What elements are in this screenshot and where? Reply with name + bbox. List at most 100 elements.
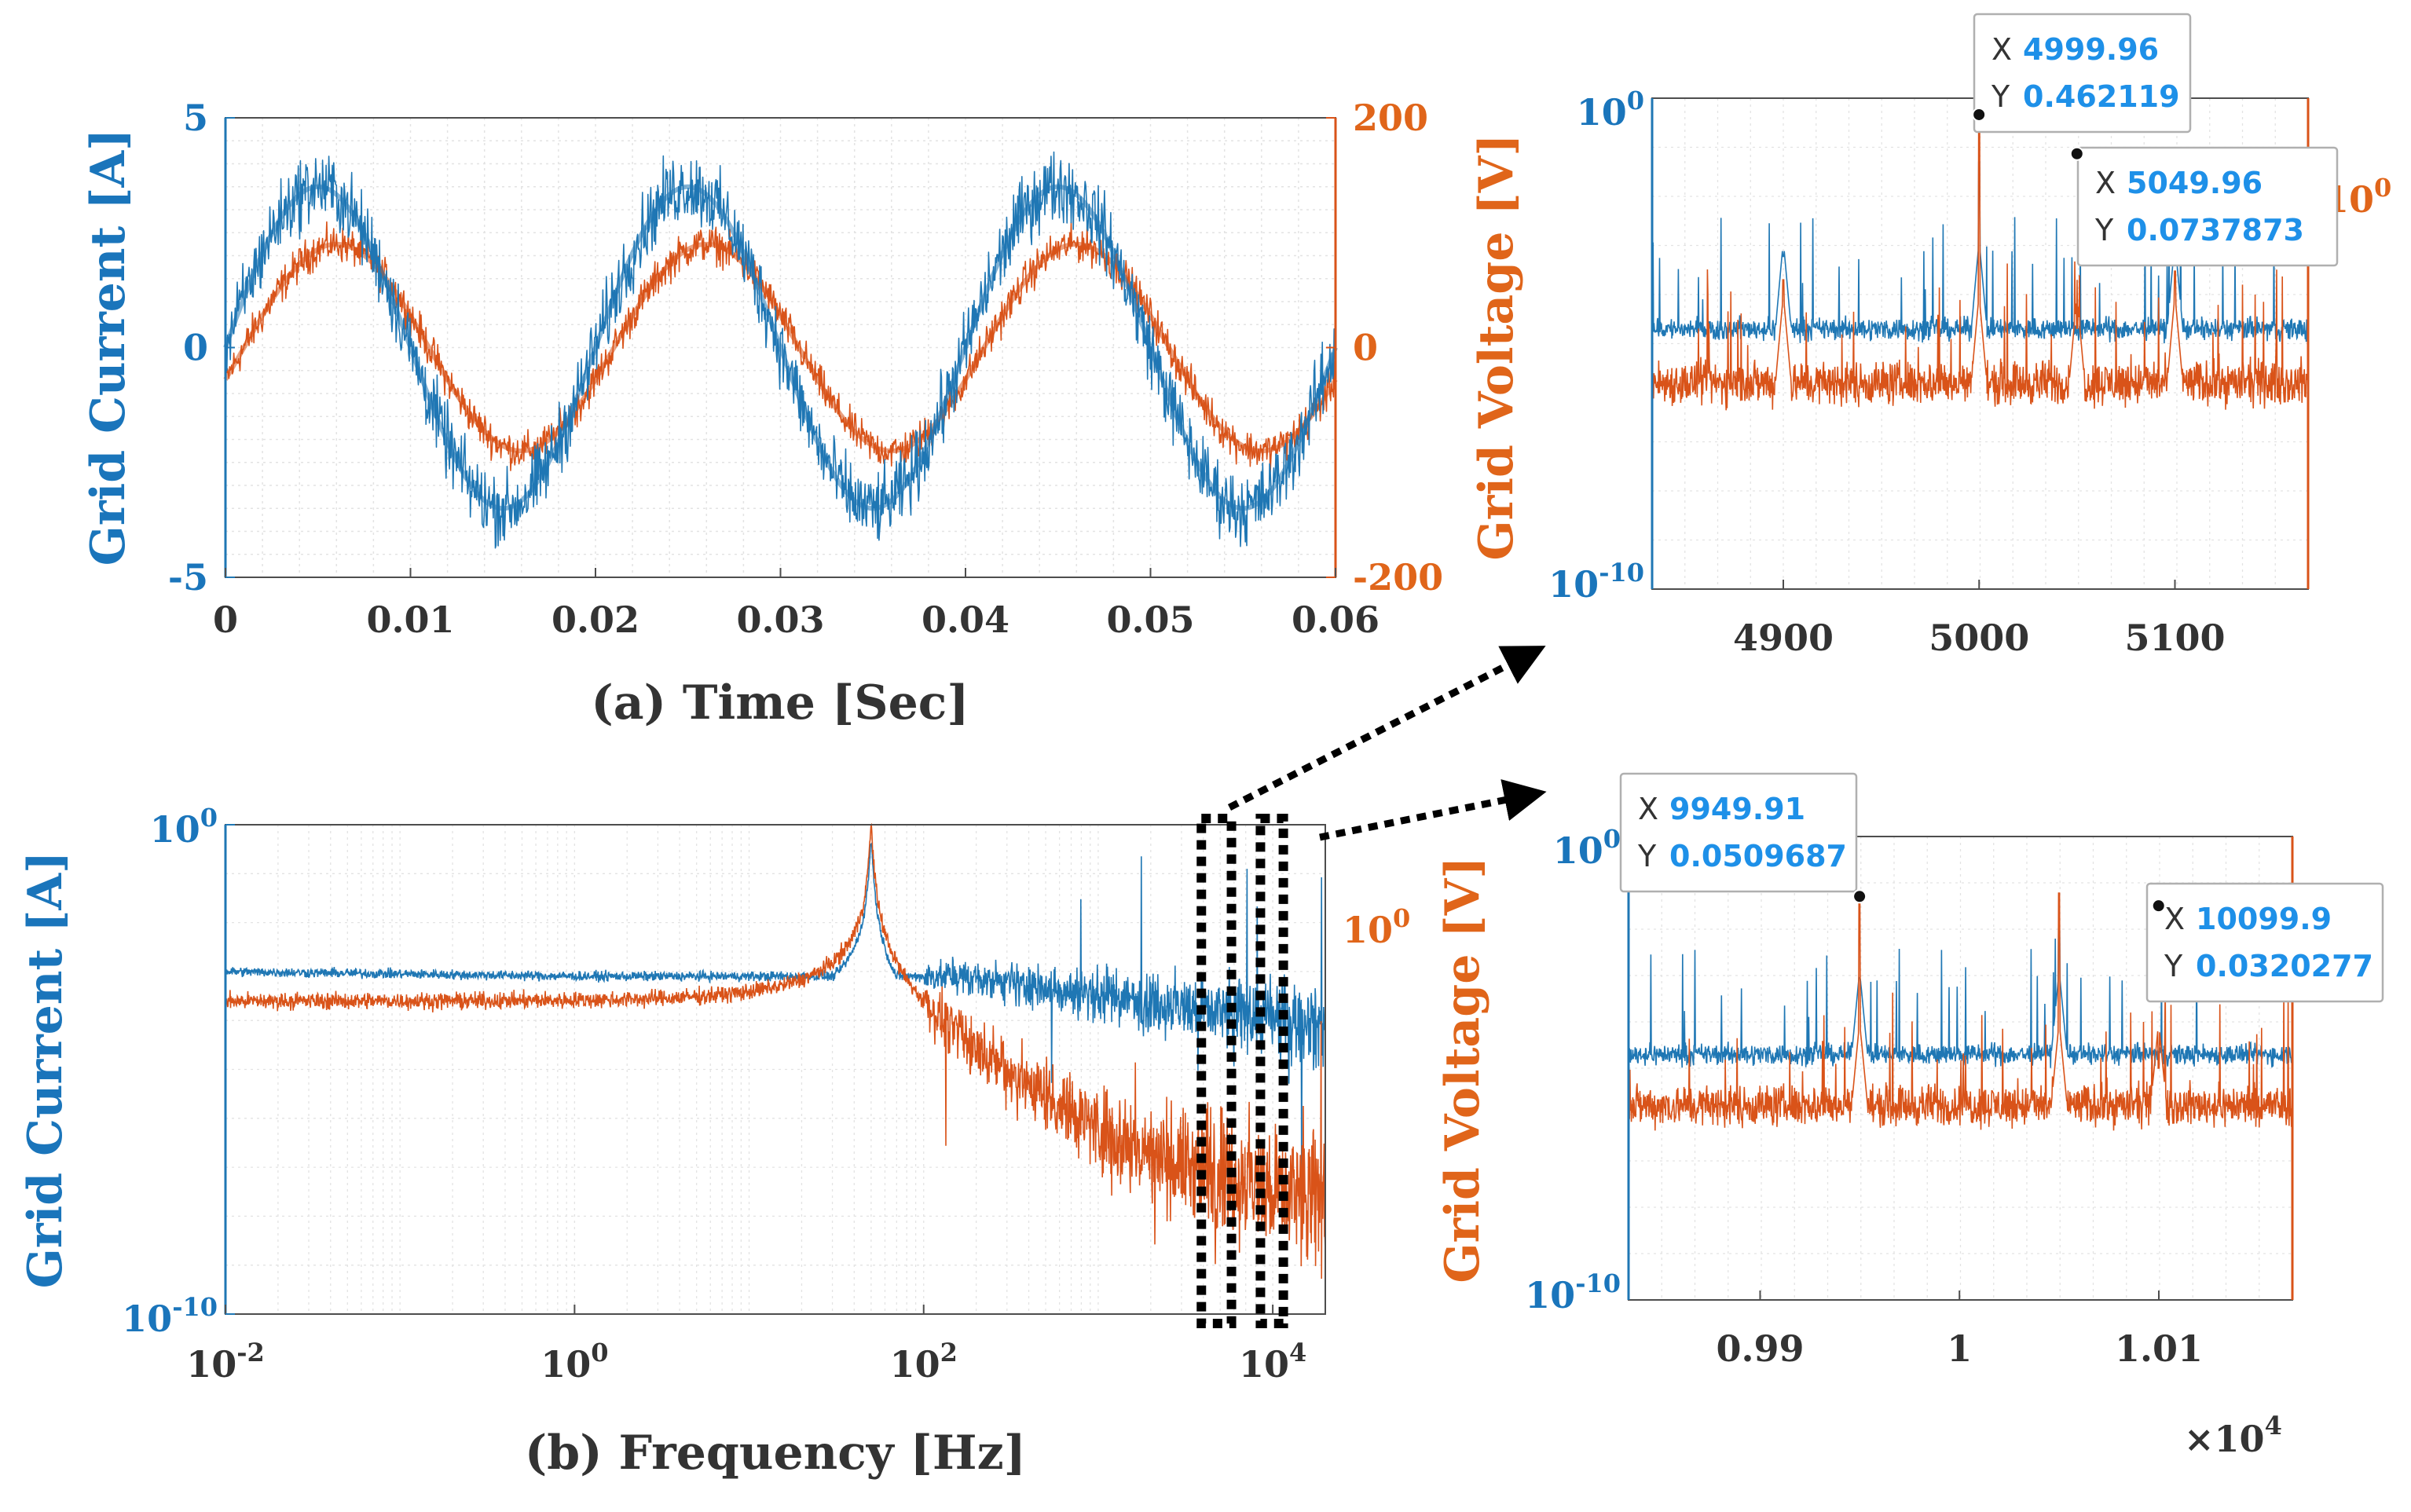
band-voltage bbox=[1651, 114, 2309, 411]
x-tick-label-b-base: 10 bbox=[890, 1343, 940, 1386]
y-tick-label-left-b: 10-10 bbox=[122, 1292, 218, 1340]
x-tick-label-a: 0 bbox=[213, 599, 238, 641]
zoom-arrow-lower bbox=[1319, 779, 1547, 841]
x-tick-label-b: 104 bbox=[1239, 1338, 1306, 1386]
band-voltage bbox=[1628, 892, 2293, 1131]
y-tick-label-left-b-exp: 0 bbox=[200, 803, 218, 833]
y-tick-label-left-bottom-base: 10 bbox=[1525, 1274, 1575, 1316]
y-tick-label-left-top-exp: 0 bbox=[1627, 86, 1644, 115]
ylabel-left-a: Grid Current [A] bbox=[81, 129, 136, 566]
ylabel-left-b: Grid Current [A] bbox=[18, 851, 73, 1289]
band-current bbox=[1628, 914, 2293, 1068]
zoom-box-1 bbox=[1196, 814, 1237, 1328]
datatip-marker bbox=[1972, 107, 1987, 122]
datatip-x-value: 10099.9 bbox=[2196, 902, 2332, 936]
y-tick-label-right-a: -200 bbox=[1353, 556, 1443, 599]
datatip-y-value: 0.0320277 bbox=[2196, 949, 2373, 983]
y-tick-label-left-top-base: 10 bbox=[1577, 91, 1627, 134]
datatip-x-value: 4999.96 bbox=[2023, 32, 2159, 67]
y-tick-label-left-b-base: 10 bbox=[122, 1298, 172, 1340]
ylabel-right-a: Grid Voltage [V] bbox=[1469, 134, 1524, 560]
x-tick-label-b: 100 bbox=[540, 1338, 608, 1386]
y-tick-label-left-b: 100 bbox=[150, 803, 218, 851]
x-tick-label: 5000 bbox=[1929, 617, 2029, 659]
datatip-box bbox=[1973, 13, 2192, 134]
datatip-1: X 9949.91 Y 0.0509687 bbox=[1619, 772, 1867, 904]
spectrum-current bbox=[225, 842, 1326, 1182]
x-tick-label-a: 0.03 bbox=[736, 599, 824, 641]
y-tick-label-left-b-exp: -10 bbox=[172, 1292, 218, 1322]
y-tick-label-left-b-base: 10 bbox=[150, 808, 200, 851]
y-tick-label-left-top: 100 bbox=[1553, 824, 1621, 872]
x-tick-label-b-exp: 2 bbox=[940, 1338, 958, 1367]
x-tick-label-b: 102 bbox=[890, 1338, 958, 1386]
series-mean-voltage bbox=[223, 241, 1338, 454]
y-tick-label-right-b-exp: 0 bbox=[1393, 903, 1410, 933]
datatip-2: X 10099.9 Y 0.0320277 bbox=[2145, 882, 2384, 1003]
y-tick-label-left-a: 5 bbox=[183, 97, 208, 139]
datatip-box bbox=[1619, 772, 1858, 893]
y-tick-label-left-a: -5 bbox=[168, 556, 208, 599]
x-tick-label-b-exp: 0 bbox=[591, 1338, 608, 1367]
series-b bbox=[225, 822, 1326, 1280]
x-tick-label: 4900 bbox=[1733, 617, 1834, 659]
datatip-x-label: X bbox=[1638, 792, 1658, 826]
series-mean-current bbox=[223, 184, 1338, 511]
x-tick-label-b-base: 10 bbox=[1239, 1343, 1289, 1386]
ylabel-right-b: Grid Voltage [V] bbox=[1435, 856, 1490, 1283]
y-tick-label-right-exp: 0 bbox=[2374, 173, 2391, 203]
datatip-y-label: Y bbox=[1637, 839, 1657, 873]
datatip-1: X 4999.96 Y 0.462119 bbox=[1972, 13, 2192, 134]
xlabel-b: (b) Frequency [Hz] bbox=[525, 1426, 1026, 1481]
x-tick-label-a: 0.01 bbox=[366, 599, 454, 641]
x-tick-label: 1.01 bbox=[2115, 1327, 2203, 1370]
x-tick-label: 0.99 bbox=[1716, 1327, 1804, 1370]
y-tick-label-left-bottom: 10-10 bbox=[1525, 1269, 1621, 1316]
datatip-box bbox=[2145, 882, 2384, 1003]
zoom-arrow-upper bbox=[1227, 646, 1546, 811]
series-a bbox=[223, 151, 1338, 549]
datatip-y-value: 0.0737873 bbox=[2127, 213, 2304, 247]
datatip-box bbox=[2076, 146, 2339, 267]
x-tick-label-b-exp: 4 bbox=[1289, 1338, 1306, 1367]
x-tick-label-b: 10-2 bbox=[186, 1338, 265, 1386]
series-line-current bbox=[225, 151, 1336, 549]
datatip-marker bbox=[2069, 146, 2084, 161]
datatip-x-value: 9949.91 bbox=[1669, 792, 1805, 826]
datatip-x-label: X bbox=[1991, 32, 2012, 67]
series-c bbox=[1651, 114, 2309, 411]
datatips-d: X 9949.91 Y 0.0509687 X 10099.9 Y 0.0320277 bbox=[1619, 772, 2384, 1003]
zoom-regions-b bbox=[1196, 814, 1288, 1328]
x-tick-label: 1 bbox=[1947, 1327, 1972, 1370]
x-tick-label-b-base: 10 bbox=[186, 1343, 236, 1386]
datatip-y-label: Y bbox=[2094, 213, 2114, 247]
x-tick-label: 5100 bbox=[2124, 617, 2225, 659]
y-tick-label-right-b: 100 bbox=[1343, 903, 1410, 951]
x-tick-label-a: 0.06 bbox=[1292, 599, 1380, 641]
grid-a bbox=[225, 118, 1336, 577]
y-tick-label-right-a: 200 bbox=[1353, 97, 1428, 139]
datatip-marker bbox=[1852, 889, 1867, 904]
y-tick-label-left-top-base: 10 bbox=[1553, 829, 1603, 872]
x-tick-label-a: 0.04 bbox=[922, 599, 1009, 641]
x-tick-label-a: 0.05 bbox=[1106, 599, 1194, 641]
zoom-arrows bbox=[1227, 646, 1547, 841]
series-d bbox=[1628, 892, 2293, 1131]
datatip-y-label: Y bbox=[2164, 949, 2183, 983]
datatip-x-value: 5049.96 bbox=[2127, 166, 2263, 200]
x-tick-label-b-exp: -2 bbox=[236, 1338, 265, 1367]
datatip-y-value: 0.462119 bbox=[2023, 79, 2180, 114]
datatip-y-label: Y bbox=[1991, 79, 2010, 114]
y-tick-label-right-b-base: 10 bbox=[1343, 909, 1393, 951]
ticks-d: 0.99 1 1.01 100 10-10 0 bbox=[1525, 824, 2325, 1370]
y-tick-label-left-top-exp: 0 bbox=[1603, 824, 1621, 854]
y-tick-label-left-top: 100 bbox=[1577, 86, 1644, 134]
spectrum-voltage bbox=[225, 822, 1326, 1280]
